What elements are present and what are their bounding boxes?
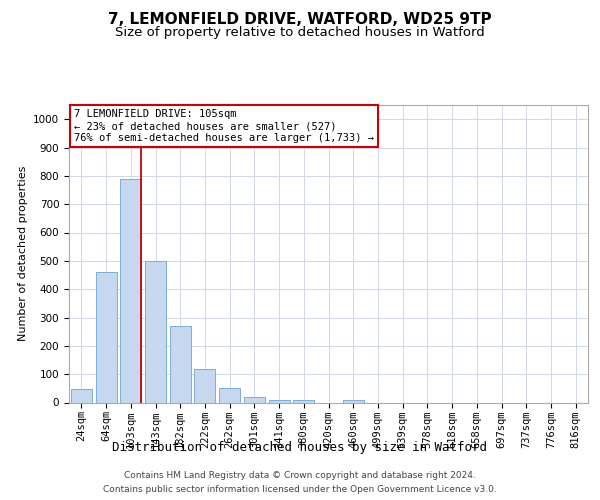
Bar [194, 368, 215, 402]
Text: Contains public sector information licensed under the Open Government Licence v3: Contains public sector information licen… [103, 484, 497, 494]
Text: Size of property relative to detached houses in Watford: Size of property relative to detached ho… [115, 26, 485, 39]
Bar [219, 388, 240, 402]
Bar [293, 400, 314, 402]
Y-axis label: Number of detached properties: Number of detached properties [17, 166, 28, 342]
Bar [95, 272, 116, 402]
Bar [170, 326, 191, 402]
Text: 7 LEMONFIELD DRIVE: 105sqm
← 23% of detached houses are smaller (527)
76% of sem: 7 LEMONFIELD DRIVE: 105sqm ← 23% of deta… [74, 110, 374, 142]
Bar [145, 261, 166, 402]
Bar [244, 398, 265, 402]
Bar [71, 390, 92, 402]
Bar [120, 178, 141, 402]
Text: 7, LEMONFIELD DRIVE, WATFORD, WD25 9TP: 7, LEMONFIELD DRIVE, WATFORD, WD25 9TP [108, 12, 492, 28]
Bar [343, 400, 364, 402]
Bar [269, 400, 290, 402]
Text: Contains HM Land Registry data © Crown copyright and database right 2024.: Contains HM Land Registry data © Crown c… [124, 472, 476, 480]
Text: Distribution of detached houses by size in Watford: Distribution of detached houses by size … [113, 441, 487, 454]
